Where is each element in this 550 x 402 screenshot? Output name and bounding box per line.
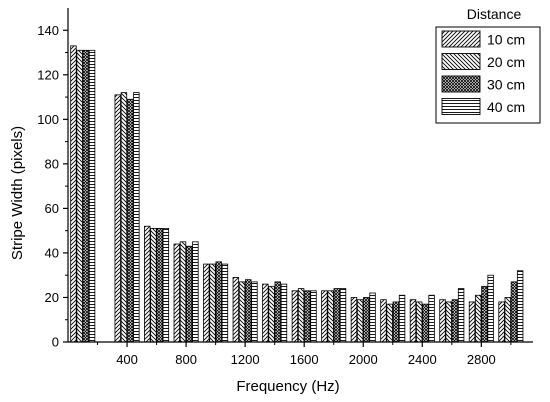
y-tick-label: 40 bbox=[45, 245, 59, 260]
bar-40cm-2400 bbox=[428, 294, 435, 343]
bar-40cm-2800 bbox=[487, 274, 494, 343]
bar-30cm-2800 bbox=[481, 285, 488, 343]
bar-20cm-1600 bbox=[297, 288, 305, 343]
bar-20cm-3000 bbox=[504, 297, 511, 343]
bar-40cm-1000 bbox=[221, 263, 229, 343]
bar-20cm-1000 bbox=[209, 263, 216, 343]
legend-items: 10 cm 20 cm 30 cm 40 cm bbox=[441, 30, 525, 115]
x-tick-label: 2800 bbox=[467, 352, 496, 367]
bar-30cm-400 bbox=[126, 98, 134, 343]
y-tick-label: 20 bbox=[45, 290, 59, 305]
bar-10cm-1200 bbox=[232, 277, 240, 343]
bar-10cm-400 bbox=[114, 94, 121, 343]
bar-20cm-2000 bbox=[356, 299, 364, 343]
axes: 0 20 40 60 80 100 120 140 400 800 1200 1600 2000 240… bbox=[37, 8, 533, 367]
bar-20cm-100 bbox=[76, 49, 83, 343]
legend: Distance 10 cm 20 cm 30 cm 40 cm bbox=[435, 6, 541, 124]
bar-40cm-1800 bbox=[339, 288, 347, 343]
bar-40cm-2600 bbox=[457, 288, 465, 343]
bar-40cm-1200 bbox=[251, 281, 258, 343]
y-tick-label: 0 bbox=[52, 335, 59, 350]
bar-30cm-1400 bbox=[274, 281, 281, 343]
legend-label: 10 cm bbox=[487, 32, 525, 48]
bar-20cm-2600 bbox=[445, 301, 452, 343]
legend-swatch bbox=[441, 53, 481, 70]
legend-swatch bbox=[441, 75, 481, 93]
y-ticks: 0 20 40 60 80 100 120 140 bbox=[37, 23, 68, 350]
bar-40cm-3000 bbox=[516, 270, 524, 343]
bar-20cm-1400 bbox=[268, 285, 275, 343]
y-tick-label: 120 bbox=[37, 67, 59, 82]
bar-30cm-1600 bbox=[304, 290, 311, 343]
bar-40cm-1600 bbox=[310, 290, 317, 343]
bar-40cm-1400 bbox=[280, 283, 288, 343]
x-ticks: 400 800 1200 1600 2000 2400 2800 bbox=[97, 342, 512, 367]
x-tick-label: 400 bbox=[116, 352, 138, 367]
bar-10cm-2800 bbox=[468, 301, 476, 343]
bar-10cm-100 bbox=[70, 45, 77, 343]
bar-30cm-2200 bbox=[392, 301, 400, 343]
y-tick-label: 60 bbox=[45, 201, 59, 216]
bar-20cm-800 bbox=[179, 241, 187, 343]
x-tick-label: 1600 bbox=[290, 352, 319, 367]
bar-30cm-2000 bbox=[363, 297, 370, 343]
bar-40cm-2200 bbox=[398, 294, 406, 343]
y-tick-label: 140 bbox=[37, 23, 59, 38]
bar-10cm-1400 bbox=[262, 283, 269, 343]
bar-10cm-2200 bbox=[380, 299, 387, 343]
bar-10cm-3000 bbox=[498, 301, 505, 343]
bar-20cm-2400 bbox=[415, 301, 423, 343]
y-tick-label: 80 bbox=[45, 156, 59, 171]
bar-20cm-1800 bbox=[327, 290, 334, 343]
bar-30cm-1000 bbox=[215, 261, 222, 343]
bar-30cm-2600 bbox=[451, 299, 459, 343]
x-axis-title: Frequency (Hz) bbox=[236, 378, 339, 395]
x-tick-label: 1200 bbox=[231, 352, 260, 367]
bar-20cm-400 bbox=[120, 92, 128, 343]
bar-10cm-800 bbox=[173, 243, 180, 343]
bar-40cm-100 bbox=[88, 49, 96, 343]
bar-30cm-100 bbox=[82, 49, 90, 343]
bar-10cm-1000 bbox=[203, 263, 210, 343]
bar-40cm-2000 bbox=[369, 292, 376, 343]
bar-20cm-2200 bbox=[386, 303, 393, 343]
bar-40cm-600 bbox=[162, 228, 170, 343]
bar-30cm-2400 bbox=[422, 303, 429, 343]
legend-label: 30 cm bbox=[487, 77, 525, 93]
y-axis-title: Stripe Width (pixels) bbox=[9, 126, 26, 260]
bar-40cm-800 bbox=[192, 241, 199, 343]
legend-swatch bbox=[441, 30, 481, 48]
x-tick-label: 2000 bbox=[349, 352, 378, 367]
bar-40cm-400 bbox=[133, 92, 140, 343]
legend-label: 40 cm bbox=[487, 99, 525, 115]
bar-20cm-600 bbox=[150, 228, 157, 343]
bar-10cm-2400 bbox=[409, 299, 417, 343]
legend-label: 20 cm bbox=[487, 54, 525, 70]
bar-30cm-1200 bbox=[245, 279, 252, 343]
bar-30cm-600 bbox=[156, 228, 163, 343]
x-tick-label: 800 bbox=[175, 352, 197, 367]
bar-10cm-1800 bbox=[321, 290, 328, 343]
bar-30cm-1800 bbox=[333, 288, 341, 343]
bar-10cm-1600 bbox=[291, 290, 299, 343]
bars-group bbox=[70, 45, 524, 343]
bar-10cm-600 bbox=[144, 225, 151, 343]
bar-10cm-2600 bbox=[439, 299, 446, 343]
bar-30cm-3000 bbox=[510, 281, 518, 343]
bar-10cm-2000 bbox=[350, 297, 358, 343]
legend-title: Distance bbox=[467, 6, 522, 22]
bar-30cm-800 bbox=[185, 245, 193, 343]
bar-20cm-2800 bbox=[475, 294, 482, 343]
y-tick-label: 100 bbox=[37, 112, 59, 127]
legend-swatch bbox=[441, 98, 481, 115]
x-tick-label: 2400 bbox=[408, 352, 437, 367]
bar-20cm-1200 bbox=[238, 281, 246, 343]
